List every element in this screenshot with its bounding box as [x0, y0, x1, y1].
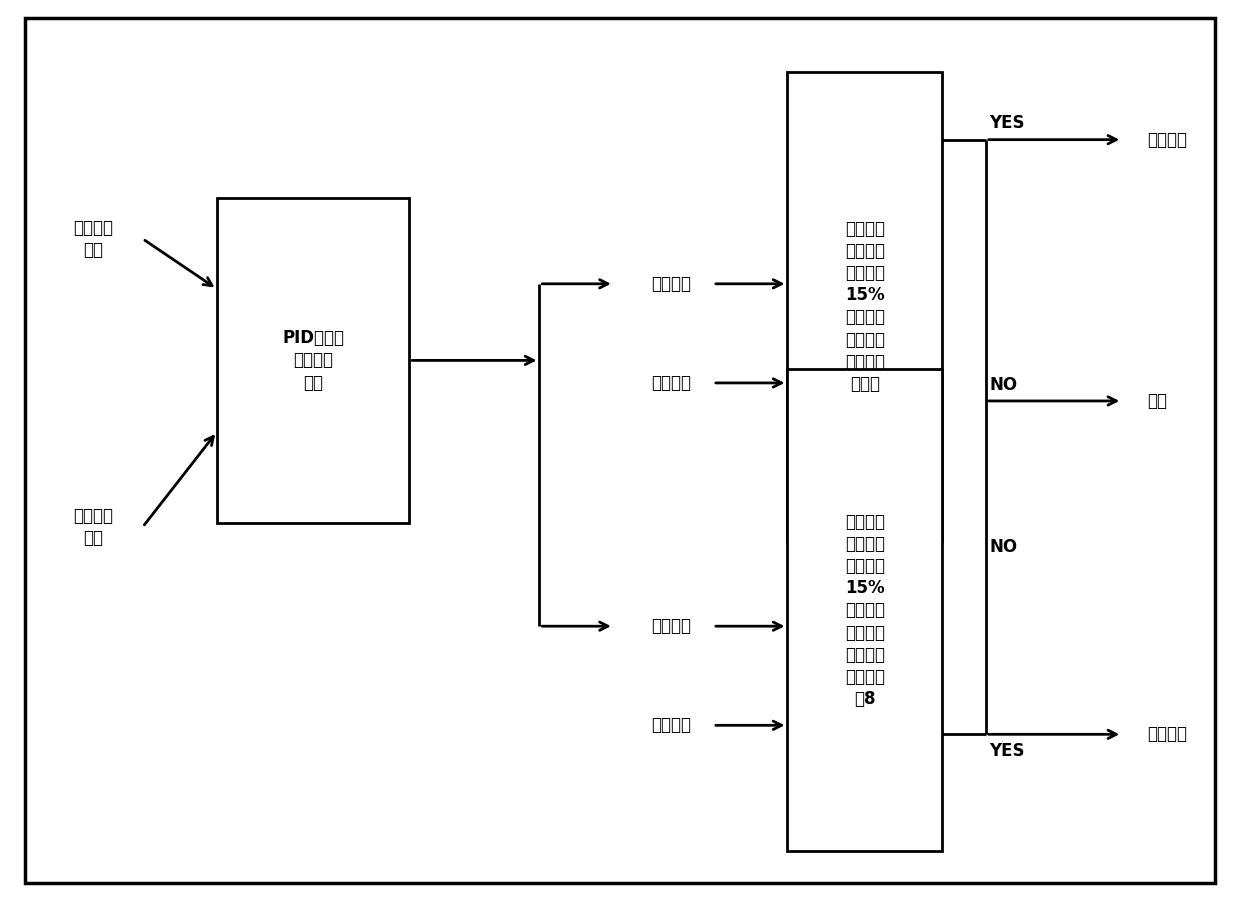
- Text: 需求能量: 需求能量: [651, 617, 691, 635]
- Text: 压机加载: 压机加载: [1147, 131, 1187, 149]
- Text: 需求能量: 需求能量: [651, 275, 691, 293]
- Text: NO: NO: [990, 538, 1018, 556]
- Text: 压机减载: 压机减载: [1147, 725, 1187, 743]
- Bar: [217, 198, 409, 523]
- Text: 实际能量: 实际能量: [651, 374, 691, 392]
- Text: 实际能量
减去需求
能量大于
15%
且实际出
水温度减
去目标出
水温度小
于8: 实际能量 减去需求 能量大于 15% 且实际出 水温度减 去目标出 水温度小 于…: [844, 513, 885, 708]
- Text: 实际能量: 实际能量: [651, 716, 691, 734]
- Text: PID计算出
实际需求
能量: PID计算出 实际需求 能量: [283, 329, 345, 392]
- Text: 保持: 保持: [1147, 392, 1167, 410]
- Text: 目标出水
温度: 目标出水 温度: [73, 507, 113, 547]
- Text: YES: YES: [990, 742, 1025, 760]
- Text: 实际出水
温度: 实际出水 温度: [73, 219, 113, 259]
- Bar: [787, 369, 942, 851]
- Bar: [787, 72, 942, 541]
- Text: NO: NO: [990, 376, 1018, 394]
- Text: 需求能量
减去实际
能量大于
15%
且实际出
水温度大
于目标出
水温度: 需求能量 减去实际 能量大于 15% 且实际出 水温度大 于目标出 水温度: [844, 220, 885, 393]
- Text: YES: YES: [990, 114, 1025, 132]
